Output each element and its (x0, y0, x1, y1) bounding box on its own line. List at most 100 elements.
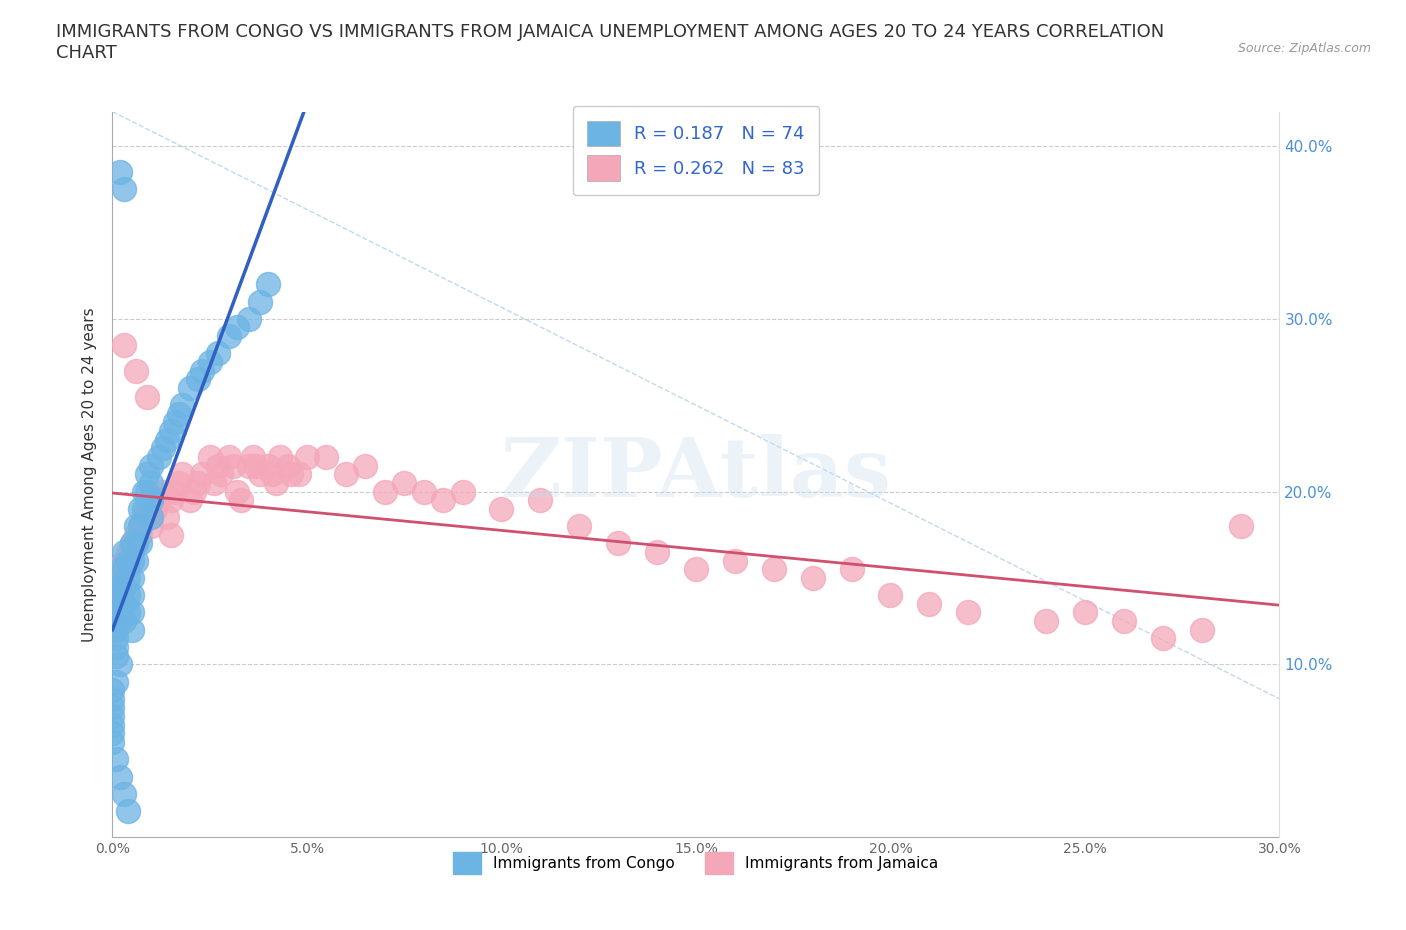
Point (110, 605, 132, 620)
Point (110, 614, 132, 629)
Point (187, 475, 209, 490)
Point (105, 614, 128, 629)
Point (117, 804, 139, 818)
Point (125, 536, 148, 551)
Point (117, 588, 139, 603)
Point (121, 545, 143, 560)
Point (136, 501, 159, 516)
Point (112, 182, 135, 197)
Point (136, 389, 159, 404)
Point (143, 501, 166, 516)
Point (685, 562, 707, 577)
Point (110, 588, 132, 603)
Point (288, 467, 311, 482)
Point (374, 485, 396, 499)
Point (198, 449, 221, 464)
Point (112, 562, 135, 577)
Point (801, 570, 824, 585)
Point (238, 458, 260, 473)
Point (110, 579, 132, 594)
Point (172, 467, 194, 482)
Point (264, 475, 287, 490)
Point (1152, 631, 1174, 645)
Point (112, 562, 135, 577)
Point (249, 294, 271, 309)
Point (141, 519, 163, 534)
Point (105, 674, 128, 689)
Point (257, 458, 280, 473)
Point (207, 458, 229, 473)
Point (105, 622, 128, 637)
Point (101, 691, 124, 706)
Point (132, 485, 155, 499)
Point (152, 441, 174, 456)
Point (957, 605, 980, 620)
Point (110, 769, 132, 784)
Point (125, 553, 148, 568)
Point (879, 588, 901, 603)
Point (117, 570, 139, 585)
Point (432, 493, 454, 508)
Point (179, 493, 201, 508)
Point (179, 380, 201, 395)
Point (110, 570, 132, 585)
Point (112, 596, 135, 611)
Point (105, 640, 128, 655)
Point (117, 545, 139, 560)
Point (101, 735, 124, 750)
Point (105, 751, 128, 766)
Point (762, 562, 785, 577)
Point (125, 519, 148, 534)
Point (112, 787, 135, 802)
Point (125, 536, 148, 551)
Legend: Immigrants from Congo, Immigrants from Jamaica: Immigrants from Congo, Immigrants from J… (447, 846, 945, 880)
Point (105, 605, 128, 620)
Point (121, 588, 143, 603)
Point (136, 485, 159, 499)
Point (841, 562, 863, 577)
Point (121, 622, 143, 637)
Point (198, 354, 221, 369)
Point (160, 493, 183, 508)
Point (156, 432, 179, 447)
Point (105, 648, 128, 663)
Point (257, 277, 280, 292)
Point (125, 364, 148, 379)
Point (105, 588, 128, 603)
Point (568, 519, 591, 534)
Point (112, 545, 135, 560)
Point (167, 475, 190, 490)
Point (491, 501, 513, 516)
Point (394, 475, 416, 490)
Point (128, 519, 150, 534)
Point (645, 545, 668, 560)
Point (260, 467, 283, 482)
Point (101, 700, 124, 715)
Point (269, 449, 291, 464)
Point (110, 562, 132, 577)
Point (724, 553, 747, 568)
Point (105, 588, 128, 603)
Point (112, 553, 135, 568)
Point (295, 449, 318, 464)
Point (148, 493, 170, 508)
Point (105, 579, 128, 594)
Point (167, 406, 190, 421)
Point (141, 510, 163, 525)
Point (335, 467, 357, 482)
Point (125, 527, 148, 542)
Point (222, 458, 245, 473)
Point (112, 614, 135, 629)
Point (121, 536, 143, 551)
Point (249, 467, 271, 482)
Text: IMMIGRANTS FROM CONGO VS IMMIGRANTS FROM JAMAICA UNEMPLOYMENT AMONG AGES 20 TO 2: IMMIGRANTS FROM CONGO VS IMMIGRANTS FROM… (56, 23, 1164, 62)
Point (110, 657, 132, 671)
Point (128, 501, 150, 516)
Point (110, 165, 132, 179)
Point (101, 709, 124, 724)
Point (128, 536, 150, 551)
Point (918, 596, 941, 611)
Point (280, 467, 302, 482)
Point (141, 458, 163, 473)
Point (112, 579, 135, 594)
